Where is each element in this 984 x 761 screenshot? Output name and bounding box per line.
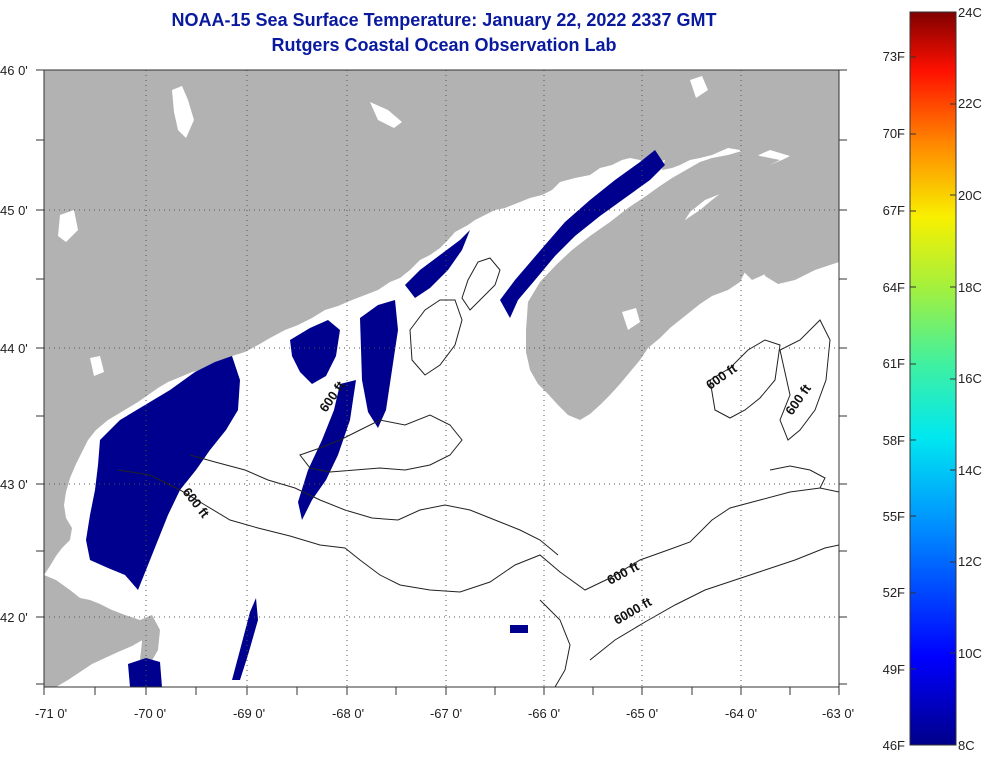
colorbar xyxy=(909,11,957,746)
cold-water-cape-cod xyxy=(128,658,162,687)
lat-label: 43 0' xyxy=(0,477,28,492)
colorbar-label-f: 46F xyxy=(883,738,905,753)
cold-water-fundy xyxy=(500,150,665,318)
colorbar-label-c: 16C xyxy=(958,371,982,386)
lat-label: 44 0' xyxy=(0,341,28,356)
colorbar-label-f: 70F xyxy=(883,126,905,141)
lon-label: -65 0' xyxy=(626,706,658,721)
colorbar-label-f: 73F xyxy=(883,49,905,64)
colorbar-label-c: 18C xyxy=(958,280,982,295)
land-cape-cod xyxy=(44,575,150,687)
colorbar-label-f: 49F xyxy=(883,662,905,677)
colorbar-label-c: 12C xyxy=(958,554,982,569)
cold-water-nantucket xyxy=(232,598,258,680)
lon-label: -69 0' xyxy=(233,706,265,721)
lat-label: 45 0' xyxy=(0,203,28,218)
lon-label: -67 0' xyxy=(430,706,462,721)
cold-water-coast xyxy=(405,230,470,298)
cold-water-gulf-of-maine xyxy=(86,356,240,590)
land-cape-breton xyxy=(760,235,839,284)
lon-label: -64 0' xyxy=(725,706,757,721)
lon-label: -71 0' xyxy=(35,706,67,721)
map-title: NOAA-15 Sea Surface Temperature: January… xyxy=(171,10,717,30)
colorbar-label-c: 24C xyxy=(958,5,982,20)
colorbar-label-f: 58F xyxy=(883,433,905,448)
lon-label: -66 0' xyxy=(528,706,560,721)
land-nova-scotia xyxy=(526,150,780,420)
axis-ticks xyxy=(36,69,847,695)
colorbar-label-c: 8C xyxy=(958,738,975,753)
colorbar-label-f: 55F xyxy=(883,509,905,524)
inland-lake xyxy=(172,86,194,138)
colorbar-label-f: 67F xyxy=(883,203,905,218)
inland-lake xyxy=(370,102,402,128)
colorbar-label-c: 10C xyxy=(958,646,982,661)
lon-label: -70 0' xyxy=(134,706,166,721)
inland-lake xyxy=(90,356,104,376)
colorbar-label-f: 52F xyxy=(883,585,905,600)
colorbar-ticks xyxy=(910,11,956,746)
land-cape-cod-hook xyxy=(140,615,160,664)
inland-lake xyxy=(622,308,640,330)
colorbar-label-c: 14C xyxy=(958,463,982,478)
colorbar-label-c: 20C xyxy=(958,188,982,203)
lon-label: -63 0' xyxy=(822,706,854,721)
inland-lake xyxy=(690,76,708,98)
depth-contours xyxy=(117,257,839,687)
lat-label: 42 0' xyxy=(0,610,28,625)
colorbar-label-f: 64F xyxy=(883,280,905,295)
cold-water-penobscot xyxy=(290,320,340,384)
cold-water-patch xyxy=(510,625,528,633)
lon-label: -68 0' xyxy=(332,706,364,721)
map-subtitle: Rutgers Coastal Ocean Observation Lab xyxy=(271,35,617,55)
lat-label: 46 0' xyxy=(0,63,28,78)
cold-water-jordan xyxy=(360,300,398,428)
inland-lake xyxy=(58,210,78,242)
colorbar-label-c: 22C xyxy=(958,96,982,111)
colorbar-label-f: 61F xyxy=(883,356,905,371)
map-frame xyxy=(43,69,840,688)
land-mainland xyxy=(44,70,839,575)
cold-water-strip xyxy=(298,380,356,520)
